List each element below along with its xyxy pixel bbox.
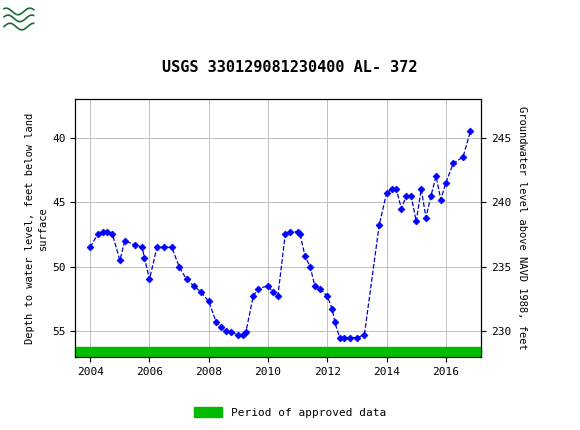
FancyBboxPatch shape <box>3 2 70 39</box>
Text: USGS 330129081230400 AL- 372: USGS 330129081230400 AL- 372 <box>162 60 418 75</box>
Legend: Period of approved data: Period of approved data <box>190 403 390 422</box>
Y-axis label: Groundwater level above NAVD 1988, feet: Groundwater level above NAVD 1988, feet <box>517 106 527 350</box>
Text: USGS: USGS <box>42 12 97 29</box>
Y-axis label: Depth to water level, feet below land
surface: Depth to water level, feet below land su… <box>25 112 48 344</box>
